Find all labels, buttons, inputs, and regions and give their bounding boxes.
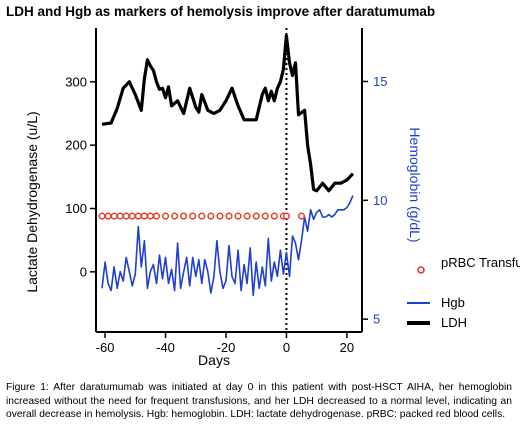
x-tick-label: -60: [96, 340, 115, 355]
prbc-transfusion-point: [134, 212, 142, 220]
prbc-transfusion-point: [146, 212, 154, 220]
prbc-transfusion-point: [171, 212, 179, 220]
prbc-transfusion-point: [128, 212, 136, 220]
prbc-transfusion-point: [270, 212, 278, 220]
prbc-transfusion-point: [110, 212, 118, 220]
prbc-transfusion-point: [180, 212, 188, 220]
prbc-transfusion-point: [282, 212, 290, 220]
x-tick-label: -20: [217, 340, 236, 355]
ldh-series-line: [101, 33, 355, 193]
legend-prbc-label: pRBC Transfusions: [441, 255, 520, 270]
prbc-transfusion-point: [261, 212, 269, 220]
legend-prbc-marker: [417, 266, 425, 274]
prbc-transfusion-point: [140, 212, 148, 220]
data-marks-group: [98, 33, 355, 297]
hgb-series-line: [101, 195, 354, 297]
y-left-tick-label: 0: [80, 264, 87, 279]
y-right-tick-label: 5: [373, 312, 380, 327]
legend: pRBC Transfusions Hgb LDH: [407, 255, 520, 330]
prbc-transfusion-point: [152, 212, 161, 220]
x-tick-label: 20: [340, 340, 354, 355]
legend-hgb-label: Hgb: [441, 295, 465, 310]
prbc-transfusion-point: [207, 212, 215, 220]
y-left-tick-label: 100: [65, 201, 87, 216]
y-left-tick-label: 300: [65, 74, 87, 89]
prbc-transfusion-point: [122, 212, 130, 220]
figure-caption: Figure 1: After daratumumab was initiate…: [6, 382, 512, 420]
prbc-transfusion-point: [297, 212, 306, 220]
left-y-axis-label: Lactate Dehydrogenase (u/L): [24, 111, 40, 292]
right-y-axis-label: Hemoglobin (g/dL): [407, 127, 423, 242]
prbc-transfusion-point: [98, 212, 106, 220]
prbc-transfusion-point: [104, 212, 112, 220]
chart-title: LDH and Hgb as markers of hemolysis impr…: [6, 4, 436, 19]
prbc-transfusion-point: [189, 212, 197, 220]
prbc-transfusion-point: [252, 212, 260, 220]
prbc-transfusion-point: [243, 212, 251, 220]
y-right-tick-label: 15: [373, 74, 387, 89]
legend-ldh-label: LDH: [441, 315, 467, 330]
axes-group: [95, 28, 363, 333]
x-tick-label: 0: [283, 340, 290, 355]
prbc-transfusion-point: [216, 212, 224, 220]
prbc-transfusion-point: [161, 212, 170, 220]
prbc-transfusion-point: [234, 212, 242, 220]
prbc-transfusion-point: [116, 212, 124, 220]
y-left-tick-label: 200: [65, 138, 87, 153]
x-tick-label: -40: [156, 340, 175, 355]
prbc-transfusion-point: [225, 212, 233, 220]
x-axis-label: Days: [198, 352, 230, 368]
y-right-tick-label: 10: [373, 193, 387, 208]
prbc-transfusion-point: [198, 212, 206, 220]
